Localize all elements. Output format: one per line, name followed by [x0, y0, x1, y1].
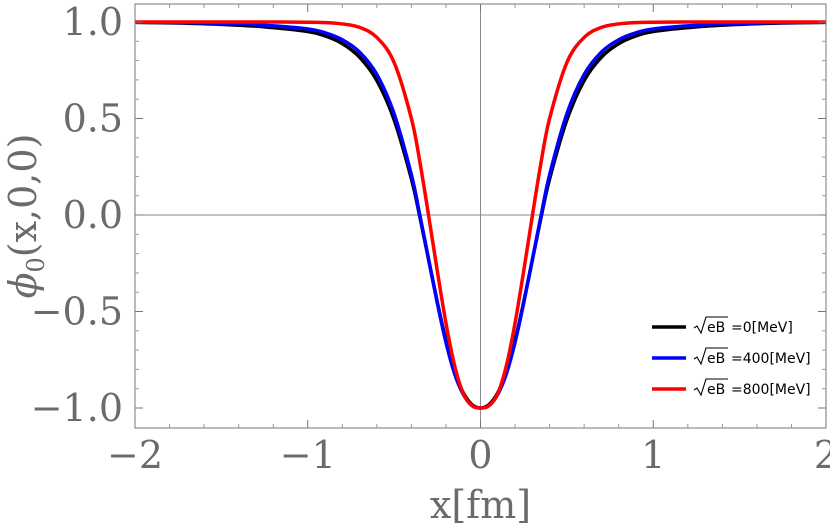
y-axis-title-subscript: 0 [22, 257, 50, 272]
y-axis-title: ϕ0(x,0,0) [1, 134, 50, 299]
y-axis-ticks: 1.0 0.5 0.0 −0.5 −1.0 [31, 0, 826, 430]
radical-sign [693, 316, 728, 335]
y-tick-label: 0.0 [63, 193, 123, 237]
legend-label-prefix: eB [707, 382, 725, 398]
x-tick-label: 2 [814, 433, 830, 477]
legend-label-prefix: eB [707, 320, 725, 336]
y-axis-title-symbol: ϕ [1, 272, 45, 298]
series-layer [134, 20, 827, 410]
y-tick-label: 1.0 [63, 0, 123, 44]
x-axis-title: x[fm] [430, 483, 531, 527]
y-axis-title-args: (x,0,0) [1, 134, 45, 258]
legend-item: eB =400[MeV] [652, 347, 811, 367]
legend-label-prefix: eB [707, 351, 725, 367]
legend-item: eB =800[MeV] [652, 378, 811, 398]
series-line-2 [134, 20, 826, 410]
y-tick-label: −0.5 [31, 290, 123, 334]
x-tick-label: 1 [641, 433, 665, 477]
y-tick-label: 0.5 [63, 97, 123, 141]
legend-label-suffix: =400[MeV] [731, 351, 811, 367]
legend-label-suffix: =800[MeV] [731, 382, 811, 398]
radical-sign [693, 347, 728, 366]
x-axis-ticks: −2 −1 0 1 2 [107, 4, 830, 477]
legend: eB =0[MeV] eB =400[MeV] eB =800[MeV] [652, 316, 811, 398]
legend-label-suffix: =0[MeV] [731, 320, 793, 336]
x-tick-label: −1 [280, 433, 336, 477]
x-tick-label: 0 [468, 433, 492, 477]
radical-sign [693, 378, 728, 397]
zero-lines [135, 4, 826, 428]
legend-item: eB =0[MeV] [652, 316, 793, 336]
y-tick-label: −1.0 [31, 386, 123, 430]
x-tick-label: −2 [107, 433, 163, 477]
